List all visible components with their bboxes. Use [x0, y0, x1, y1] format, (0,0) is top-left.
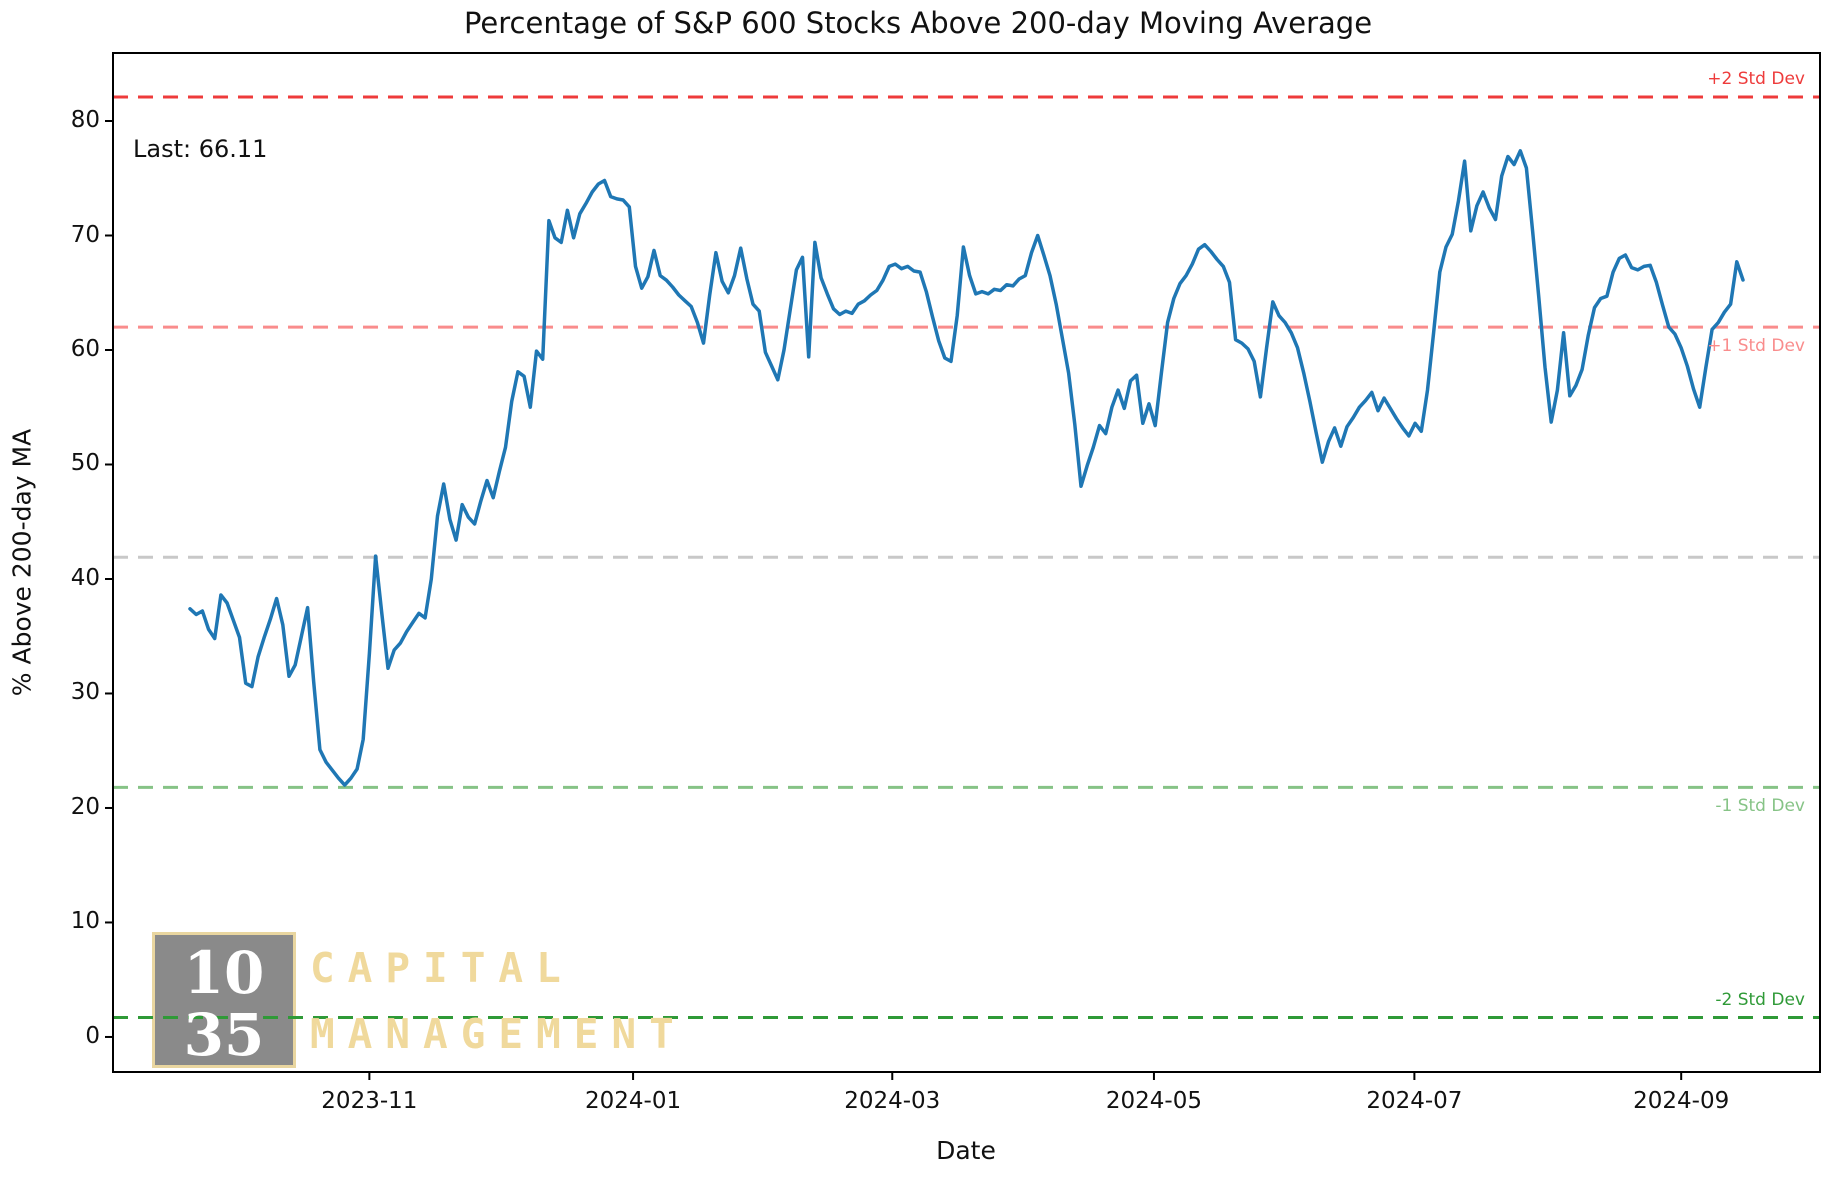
y-tick-label: 30 [70, 679, 100, 706]
watermark-logo-box [152, 932, 296, 1068]
y-tick-label: 50 [70, 450, 100, 477]
data-line-series [188, 149, 1745, 787]
y-tick-label: 70 [70, 221, 100, 248]
y-tick-label: 60 [70, 335, 100, 362]
y-tick-label: 20 [70, 793, 100, 820]
std-dev-label-1: +1 Std Dev [1707, 336, 1805, 357]
watermark-logo-number-bottom: 35 [183, 1001, 265, 1069]
std-dev-label-0: +2 Std Dev [1707, 68, 1805, 89]
watermark-word-capital: CAPITAL [310, 944, 574, 992]
y-tick-label: 40 [70, 564, 100, 591]
last-value-annotation: Last: 66.11 [133, 135, 268, 163]
x-tick-label: 2024-09 [1633, 1088, 1730, 1114]
std-dev-label-4: -2 Std Dev [1715, 989, 1805, 1010]
axes-spines [112, 52, 1821, 1073]
x-tick-label: 2024-01 [585, 1088, 682, 1114]
x-tick-label: 2023-11 [321, 1088, 418, 1114]
y-tick-label: 80 [70, 107, 100, 133]
chart-title: Percentage of S&P 600 Stocks Above 200-d… [463, 6, 1373, 40]
watermark-logo-number-top: 10 [183, 939, 265, 1007]
x-axis-label: Date [936, 1136, 996, 1165]
std-dev-label-3: -1 Std Dev [1715, 796, 1805, 817]
x-tick-label: 2024-03 [844, 1088, 941, 1114]
y-tick-label: 0 [85, 1022, 100, 1049]
x-tick-label: 2024-07 [1366, 1088, 1463, 1114]
y-tick-label: 10 [70, 908, 100, 935]
x-tick-label: 2024-05 [1105, 1088, 1202, 1114]
watermark-word-management: MANAGEMENT [310, 1010, 687, 1058]
